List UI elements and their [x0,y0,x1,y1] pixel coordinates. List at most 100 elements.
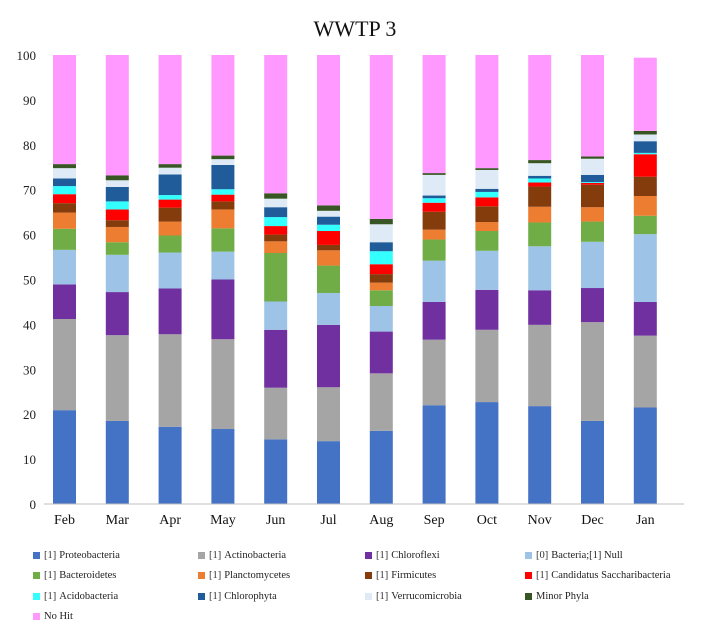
bar-segment [633,141,657,153]
bar-segment [53,164,76,169]
bar-segment [581,322,604,421]
bar-segment [264,207,288,218]
bar-segment [264,241,288,254]
bar-segment [158,199,182,208]
bar-segment [422,174,446,196]
x-tick-label: Jul [320,513,336,528]
bar-segment [317,216,340,225]
bar-segment [158,334,182,427]
bar-segment [211,155,235,160]
bar-segment [633,215,657,235]
bar-segment [317,205,340,211]
bar-segment [105,55,129,176]
bar-segment [475,55,499,169]
bar-segment [528,160,552,164]
bar-segment [53,168,76,179]
y-tick-label: 0 [30,497,37,512]
bar-segment [475,188,499,192]
bar-segment [528,324,552,407]
bar-segment [475,250,499,290]
bar-segment [105,201,129,210]
bar-segment [528,178,552,183]
x-tick-label: May [210,513,236,528]
bar-segment [211,165,235,190]
bar-segment [158,164,182,168]
y-tick-label: 70 [23,183,36,198]
bar-segment [105,254,129,293]
bar-segment [211,429,235,504]
x-tick-label: Sep [424,513,445,528]
x-tick-label: Aug [369,513,393,528]
bar-segment [317,250,340,266]
bar-segment [528,186,552,207]
bar-segment [264,329,288,388]
bar-segment [475,197,499,207]
bar-segment [211,201,235,210]
bar-segment [475,402,499,504]
bar-segment [264,226,288,235]
bar-segment [53,194,76,204]
bar-segment [633,335,657,408]
bar-segment [264,193,288,199]
y-tick-label: 80 [23,138,36,153]
bar-segment [211,228,235,252]
bar-segment [422,301,446,340]
bar-segment [317,387,340,442]
bar-segment [211,55,235,156]
bar-segment [633,301,657,336]
bar-segment [633,407,657,504]
bar-segment [528,406,552,504]
bar-segment [422,239,446,261]
bar-segment [422,198,446,203]
bar-segment [317,224,340,232]
y-tick-label: 90 [23,93,36,108]
bar-segment [422,173,446,175]
bar-segment [633,152,657,155]
bar-segment [581,156,604,159]
bar-segment [105,175,129,181]
bar-segment [264,253,288,302]
bar-segment [105,226,129,243]
bar-segment [53,284,76,320]
bar-segment [264,234,288,242]
bar-segment [211,194,235,202]
bar-segment [369,305,393,332]
bar-segment [158,252,182,289]
y-tick-label: 100 [17,48,37,63]
bar-segment [53,212,76,229]
bar-segment [369,430,393,504]
x-tick-label: Apr [159,513,181,528]
chart-title: WWTP 3 [314,16,397,41]
x-tick-label: Oct [477,513,497,528]
y-tick-label: 20 [23,407,36,422]
bar-segment [475,222,499,232]
bar-segment [158,207,182,222]
bar-segment [211,159,235,166]
bar-segment [581,241,604,289]
x-tick-label: Mar [106,513,130,528]
bar-segment [53,186,76,195]
y-tick-label: 10 [23,452,36,467]
bar-segment [369,224,393,243]
bar-segment [528,182,552,187]
bar-segment [369,282,393,291]
bar-segment [528,163,552,176]
bar-segment [581,288,604,323]
bar-segment [422,55,446,174]
bar-segment [317,265,340,293]
bars-group [44,55,684,505]
y-tick-label: 50 [23,273,36,288]
x-tick-label: Feb [54,513,75,528]
bar-segment [264,217,288,227]
bar-segment [105,242,129,255]
bar-segment [317,210,340,217]
bar-segment [528,206,552,223]
x-tick-label: Jan [636,513,655,528]
bar-segment [105,220,129,227]
bar-segment [53,319,76,411]
bar-segment [369,373,393,431]
x-tick-label: Jun [266,513,285,528]
bar-segment [528,175,552,179]
bar-segment [633,134,657,142]
